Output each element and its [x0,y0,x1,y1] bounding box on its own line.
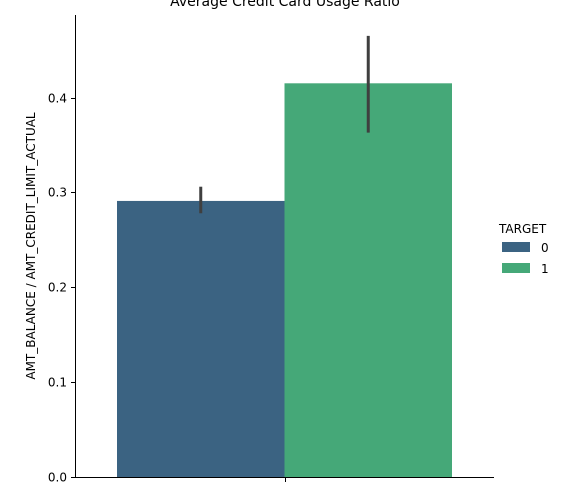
bar-target-0 [117,200,285,477]
bar-target-1 [284,83,452,478]
legend-label-1: 1 [541,262,549,276]
y-tick-label: 0.1 [48,376,67,390]
legend-label-0: 0 [541,241,549,255]
y-axis-ticks: 0.0 0.1 0.2 0.3 0.4 [48,92,75,485]
error-bars-group [199,35,370,214]
y-tick-label: 0.4 [48,92,67,106]
y-tick-label: 0.0 [48,471,67,485]
legend-swatch-1 [502,263,530,273]
chart-title: Average Credit Card Usage Ratio [170,0,400,10]
legend-swatch-0 [502,242,530,252]
y-tick-label: 0.3 [48,186,67,200]
legend: TARGET 0 1 [498,222,549,276]
bars-group [117,83,452,478]
y-axis-label: AMT_BALANCE / AMT_CREDIT_LIMIT_ACTUAL [24,112,38,380]
y-tick-label: 0.2 [48,281,67,295]
legend-title: TARGET [498,222,547,236]
